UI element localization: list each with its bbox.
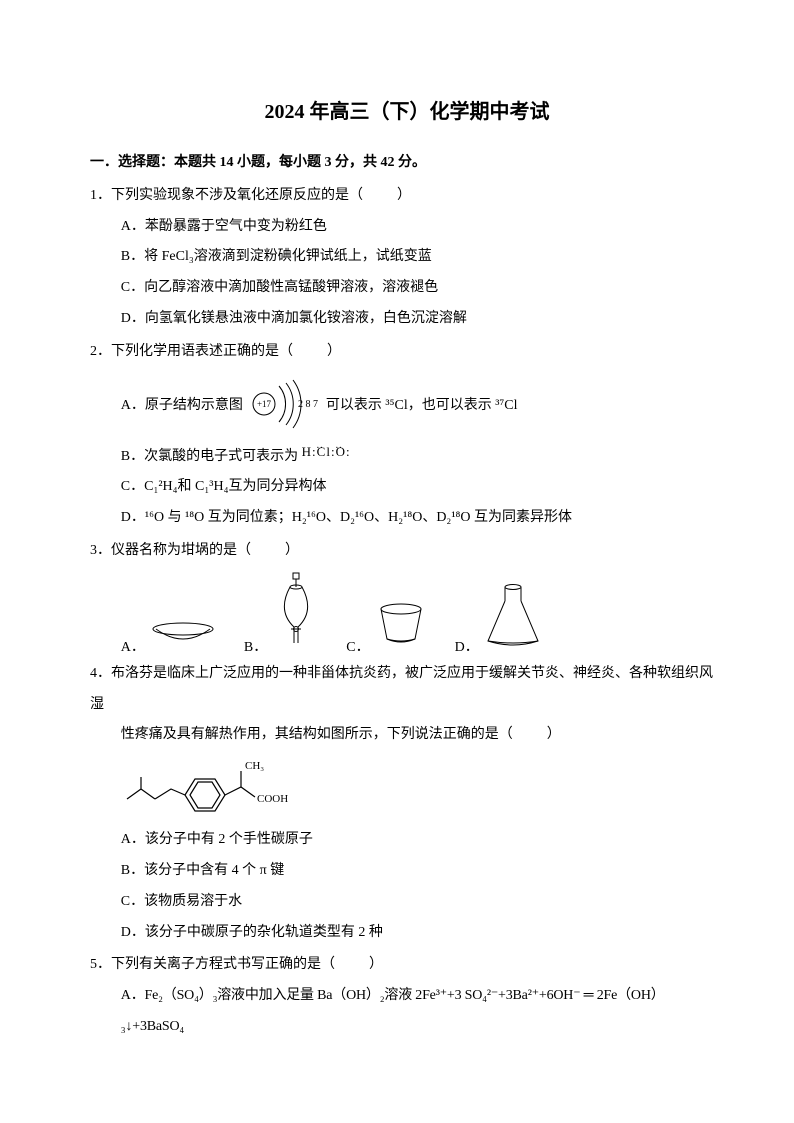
atom-structure-icon: +17 2 8 7 <box>246 374 322 438</box>
q3-label-b: B． <box>244 641 267 655</box>
q3-options-row: A． B． <box>90 571 724 655</box>
q1-stem-end: ） <box>397 188 411 203</box>
q4-opt-b: B．该分子中含有 4 个 π 键 <box>90 856 724 887</box>
atom-center-label: +17 <box>257 399 272 409</box>
q5-stem: 5．下列有关离子方程式书写正确的是（ <box>90 957 335 972</box>
q4-opt-a: A．该分子中有 2 个手性碳原子 <box>90 825 724 856</box>
q2-opt-a: A．原子结构示意图 +17 2 8 7 可以表示 ³⁵Cl，也可以表示 ³⁷Cl <box>90 374 724 438</box>
q4-opt-c: C．该物质易溶于水 <box>90 887 724 918</box>
question-1: 1．下列实验现象不涉及氧化还原反应的是（ ） <box>90 181 724 212</box>
question-2: 2．下列化学用语表述正确的是（ ） <box>90 337 724 368</box>
atom-shells-label: 2 8 7 <box>298 399 318 410</box>
q3-stem-end: ） <box>285 543 299 558</box>
q2-b-text1: B．次氯酸的电子式可表示为 <box>121 449 298 464</box>
mol-ch3-label: CH₃ <box>245 760 264 772</box>
lewis-structure-icon: H:C..l:O..: <box>302 438 351 467</box>
q2-stem: 2．下列化学用语表述正确的是（ <box>90 344 293 359</box>
q1-opt-c: C．向乙醇溶液中滴加酸性高锰酸钾溶液，溶液褪色 <box>90 273 724 304</box>
question-3: 3．仪器名称为坩埚的是（ ） <box>90 536 724 567</box>
separating-funnel-icon <box>271 571 321 655</box>
q3-label-a: A． <box>121 641 145 655</box>
q2-opt-b: B．次氯酸的电子式可表示为 H:C..l:O..: <box>90 442 724 473</box>
page-title: 2024 年高三（下）化学期中考试 <box>90 90 724 134</box>
q2-a-text2: 可以表示 ³⁵Cl，也可以表示 ³⁷Cl <box>326 398 518 413</box>
q1-stem: 1．下列实验现象不涉及氧化还原反应的是（ <box>90 188 363 203</box>
q2-a-text1: A．原子结构示意图 <box>121 398 243 413</box>
erlenmeyer-flask-icon <box>482 579 544 655</box>
q5-stem-end: ） <box>369 957 383 972</box>
q3-label-d: D． <box>455 641 479 655</box>
mol-cooh-label: COOH <box>257 793 288 805</box>
q5-opt-a: A．Fe₂（SO₄）₃溶液中加入足量 Ba（OH）₂溶液 2Fe³⁺+3 SO₄… <box>90 981 724 1043</box>
q1-opt-b: B．将 FeCl₃溶液滴到淀粉碘化钾试纸上，试纸变蓝 <box>90 242 724 273</box>
q2-opt-d: D．¹⁶O 与 ¹⁸O 互为同位素；H₂¹⁶O、D₂¹⁶O、H₂¹⁸O、D₂¹⁸… <box>90 503 724 534</box>
question-4: 4．布洛芬是临床上广泛应用的一种非甾体抗炎药，被广泛应用于缓解关节炎、神经炎、各… <box>90 659 724 721</box>
section-header: 一．选择题：本题共 14 小题，每小题 3 分，共 42 分。 <box>90 148 724 179</box>
q2-stem-end: ） <box>327 344 341 359</box>
evaporating-dish-icon <box>148 581 218 655</box>
q2-opt-c: C．C₁²H₄和 C₁³H₄互为同分异构体 <box>90 472 724 503</box>
q4-opt-d: D．该分子中碳原子的杂化轨道类型有 2 种 <box>90 918 724 949</box>
q4-stem-end: ） <box>547 727 561 742</box>
question-5: 5．下列有关离子方程式书写正确的是（ ） <box>90 950 724 981</box>
q4-stem2: 性疼痛及具有解热作用，其结构如图所示，下列说法正确的是（ <box>121 727 513 742</box>
q1-opt-a: A．苯酚暴露于空气中变为粉红色 <box>90 212 724 243</box>
exam-page: 2024 年高三（下）化学期中考试 一．选择题：本题共 14 小题，每小题 3 … <box>0 0 794 1123</box>
q4-stem1: 4．布洛芬是临床上广泛应用的一种非甾体抗炎药，被广泛应用于缓解关节炎、神经炎、各… <box>90 666 713 712</box>
q4-stem-line2: 性疼痛及具有解热作用，其结构如图所示，下列说法正确的是（ ） <box>90 720 724 751</box>
q3-label-c: C． <box>346 641 369 655</box>
ibuprofen-structure-icon: CH₃ COOH <box>121 755 311 821</box>
crucible-icon <box>373 581 429 655</box>
q1-opt-d: D．向氢氧化镁悬浊液中滴加氯化铵溶液，白色沉淀溶解 <box>90 304 724 335</box>
q3-stem: 3．仪器名称为坩埚的是（ <box>90 543 251 558</box>
q4-structure: CH₃ COOH <box>90 755 724 821</box>
